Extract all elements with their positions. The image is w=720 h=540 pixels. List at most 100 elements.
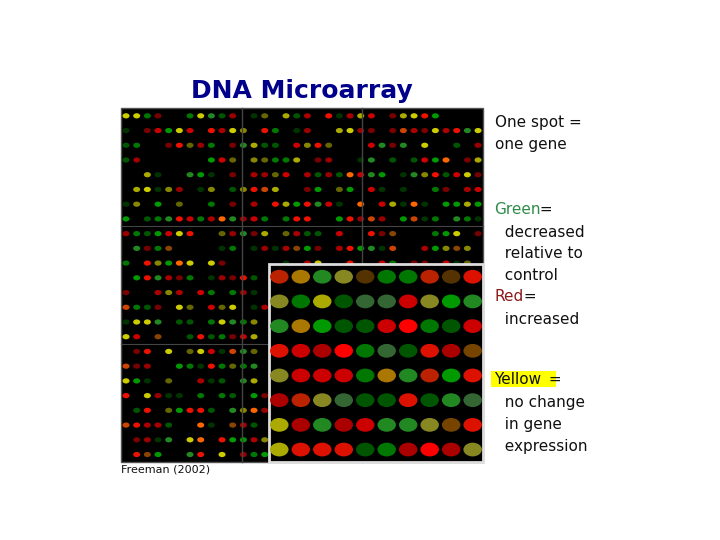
Circle shape	[208, 143, 215, 148]
Circle shape	[335, 393, 353, 407]
Circle shape	[346, 363, 354, 369]
Circle shape	[453, 393, 460, 398]
FancyBboxPatch shape	[491, 371, 557, 388]
Circle shape	[282, 379, 289, 383]
Circle shape	[304, 187, 311, 192]
Circle shape	[272, 246, 279, 251]
Circle shape	[464, 246, 471, 251]
Circle shape	[368, 334, 375, 339]
Circle shape	[368, 290, 375, 295]
Circle shape	[464, 172, 471, 177]
Circle shape	[390, 113, 396, 118]
Circle shape	[251, 231, 258, 237]
Circle shape	[133, 143, 140, 148]
Circle shape	[304, 217, 311, 221]
Circle shape	[368, 172, 375, 177]
Circle shape	[208, 305, 215, 310]
Circle shape	[144, 275, 151, 280]
Circle shape	[442, 270, 460, 284]
Circle shape	[410, 379, 418, 383]
Circle shape	[155, 172, 161, 177]
Circle shape	[474, 363, 482, 369]
Circle shape	[464, 363, 471, 369]
Circle shape	[197, 290, 204, 295]
Circle shape	[155, 305, 161, 310]
Circle shape	[208, 172, 215, 177]
Circle shape	[410, 128, 418, 133]
Circle shape	[176, 143, 183, 148]
Circle shape	[122, 260, 130, 266]
Circle shape	[282, 393, 289, 398]
Circle shape	[165, 128, 172, 133]
Circle shape	[186, 437, 194, 442]
Circle shape	[356, 270, 374, 284]
Circle shape	[304, 452, 311, 457]
Circle shape	[251, 437, 258, 442]
Circle shape	[165, 260, 172, 266]
Circle shape	[186, 143, 194, 148]
Circle shape	[133, 275, 140, 280]
Circle shape	[357, 408, 364, 413]
Circle shape	[443, 172, 449, 177]
Circle shape	[443, 305, 449, 310]
Circle shape	[356, 344, 374, 357]
Circle shape	[251, 246, 258, 251]
Circle shape	[390, 363, 396, 369]
Circle shape	[400, 305, 407, 310]
Circle shape	[443, 128, 449, 133]
Circle shape	[122, 290, 130, 295]
Circle shape	[400, 452, 407, 457]
Circle shape	[368, 393, 375, 398]
Circle shape	[186, 275, 194, 280]
Circle shape	[379, 231, 386, 237]
Circle shape	[357, 305, 364, 310]
Circle shape	[356, 294, 374, 308]
Circle shape	[390, 275, 396, 280]
Circle shape	[410, 201, 418, 207]
Circle shape	[464, 369, 482, 382]
Circle shape	[443, 363, 449, 369]
Circle shape	[368, 113, 375, 118]
Circle shape	[270, 443, 289, 456]
Circle shape	[390, 305, 396, 310]
Circle shape	[176, 231, 183, 237]
Circle shape	[282, 260, 289, 266]
Circle shape	[315, 305, 322, 310]
Circle shape	[368, 217, 375, 221]
Circle shape	[197, 113, 204, 118]
Circle shape	[464, 418, 482, 432]
Circle shape	[272, 305, 279, 310]
Circle shape	[304, 128, 311, 133]
Circle shape	[251, 452, 258, 457]
Circle shape	[165, 408, 172, 413]
Circle shape	[400, 143, 407, 148]
Circle shape	[464, 393, 482, 407]
Circle shape	[390, 349, 396, 354]
Circle shape	[229, 172, 236, 177]
Circle shape	[325, 334, 332, 339]
Circle shape	[208, 128, 215, 133]
Circle shape	[325, 172, 332, 177]
Circle shape	[165, 422, 172, 428]
Circle shape	[229, 437, 236, 442]
Circle shape	[379, 217, 386, 221]
Circle shape	[399, 393, 418, 407]
Circle shape	[155, 187, 161, 192]
Circle shape	[379, 275, 386, 280]
Circle shape	[122, 319, 130, 325]
Circle shape	[442, 344, 460, 357]
Circle shape	[432, 217, 439, 221]
Circle shape	[218, 217, 225, 221]
Circle shape	[197, 334, 204, 339]
Circle shape	[432, 275, 439, 280]
Circle shape	[133, 363, 140, 369]
Circle shape	[270, 418, 289, 432]
Circle shape	[218, 113, 225, 118]
Circle shape	[240, 319, 247, 325]
Circle shape	[186, 408, 194, 413]
Circle shape	[336, 422, 343, 428]
Circle shape	[229, 334, 236, 339]
Circle shape	[261, 143, 269, 148]
Circle shape	[208, 260, 215, 266]
Bar	[121, 109, 483, 462]
